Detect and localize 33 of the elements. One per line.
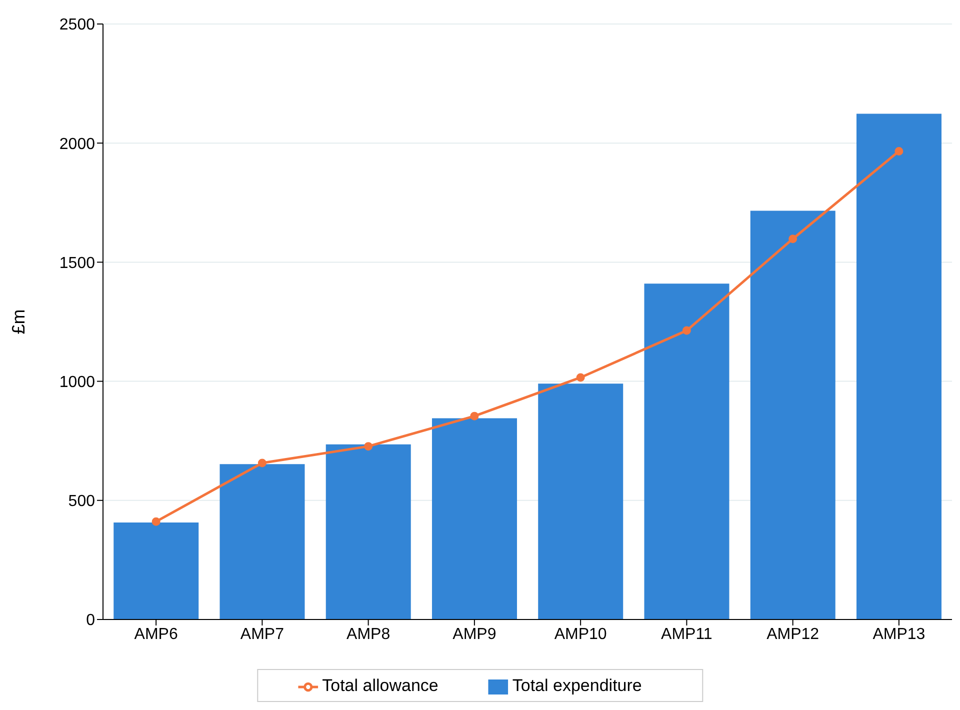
y-tick-label: 2000 [59,136,96,153]
bar [432,418,517,620]
point [576,373,585,382]
x-tick-label: AMP7 [240,626,284,643]
x-tick-label: AMP11 [661,626,712,643]
point [152,517,160,526]
bar [750,210,836,620]
legend-label: Total allowance [322,676,438,696]
point [788,234,798,244]
y-tick-label: 2500 [59,16,96,34]
x-tick-label: AMP10 [554,626,607,643]
point [470,412,479,420]
y-tick-label: 1500 [59,254,96,272]
point [258,458,266,468]
point [682,326,691,335]
y-tick-label: 500 [68,493,96,510]
x-tick-label: AMP9 [452,626,496,643]
bar [326,444,411,620]
point [894,146,904,156]
bar [856,114,942,620]
bar [220,464,305,620]
x-tick-label: AMP12 [766,626,820,643]
bar [644,284,730,620]
point [364,442,373,451]
y-tick-label: 0 [86,612,96,630]
y-axis-title: £m [8,309,28,334]
x-tick-label: AMP6 [134,626,178,643]
bar [538,384,624,620]
bar [114,522,199,620]
x-tick-label: AMP8 [346,626,390,643]
legend-label: Total expenditure [512,676,642,696]
x-tick-label: AMP13 [872,626,926,643]
y-tick-label: 1000 [59,374,96,391]
